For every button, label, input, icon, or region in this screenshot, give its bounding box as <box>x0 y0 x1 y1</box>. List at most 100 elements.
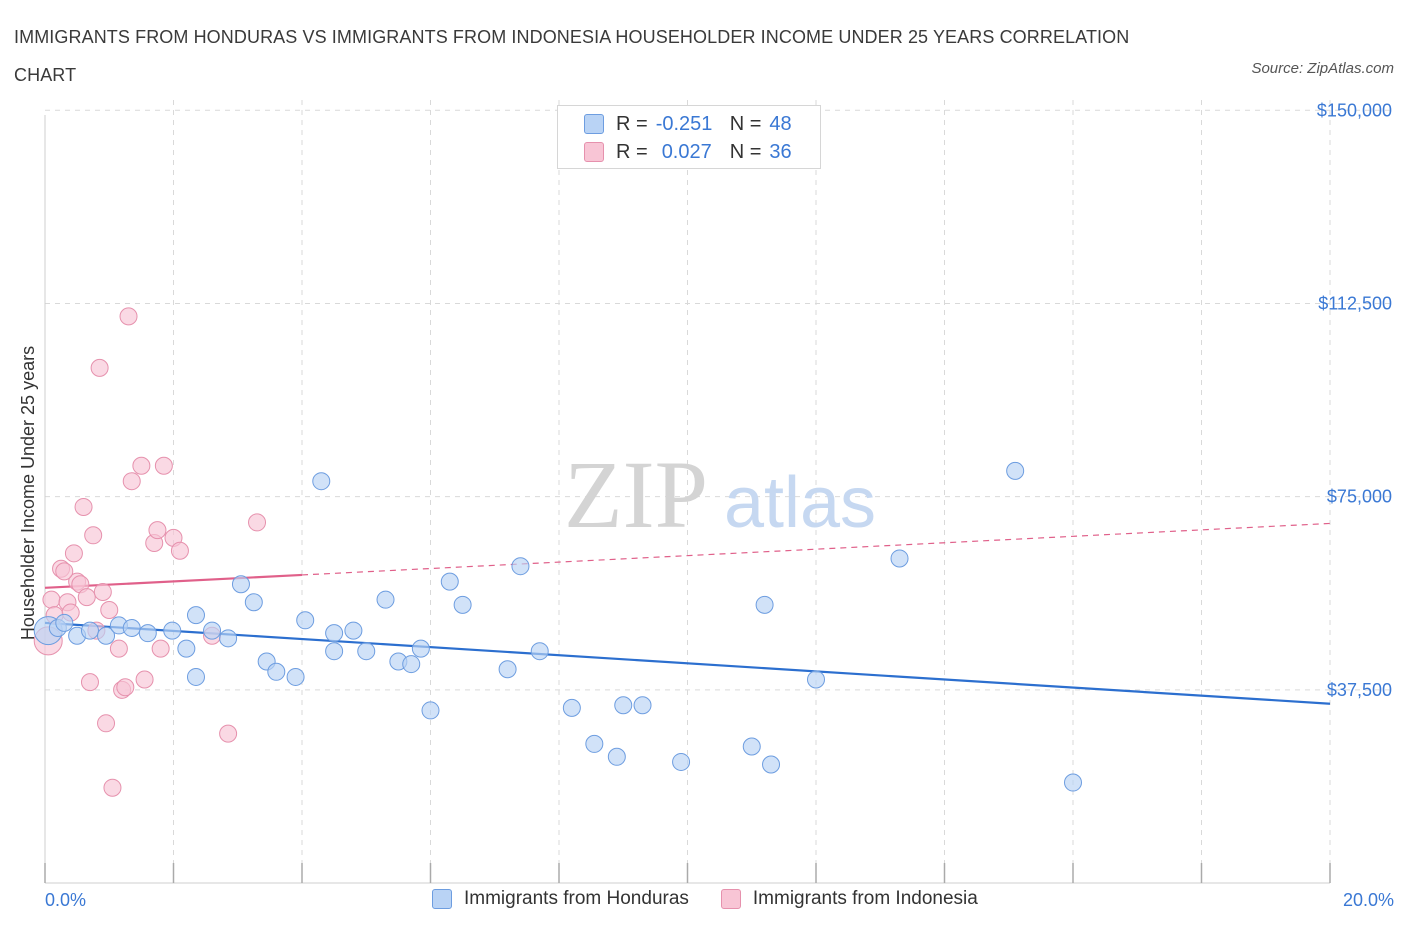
y-tick-label: $150,000 <box>1317 100 1392 120</box>
point-honduras <box>122 619 141 638</box>
point-honduras <box>453 595 472 614</box>
point-honduras <box>344 621 363 640</box>
source-label: Source: ZipAtlas.com <box>1251 60 1394 77</box>
point-indonesia <box>55 562 74 581</box>
legend-n-label: N = <box>729 112 762 135</box>
point-honduras <box>614 696 633 715</box>
point-honduras <box>402 655 421 674</box>
x-tick-label-max: 20.0% <box>1342 890 1394 910</box>
point-honduras <box>203 621 222 640</box>
data-points <box>33 307 1082 797</box>
point-indonesia <box>151 639 170 658</box>
point-honduras <box>312 472 331 491</box>
point-indonesia <box>93 582 112 601</box>
legend-n-value-honduras: 48 <box>769 112 792 135</box>
legend-n-label: N = <box>729 140 762 163</box>
point-honduras <box>742 737 761 756</box>
point-honduras <box>138 624 157 643</box>
series-legend-indonesia: Immigrants from Indonesia <box>720 888 978 910</box>
point-honduras <box>890 549 909 568</box>
point-honduras <box>267 662 286 681</box>
series-legend-label-honduras: Immigrants from Honduras <box>464 888 689 909</box>
series-legend: Immigrants from Honduras Immigrants from… <box>432 888 1010 910</box>
point-indonesia <box>148 521 167 540</box>
point-honduras <box>186 667 205 686</box>
point-indonesia <box>248 513 267 532</box>
legend-swatch-indonesia <box>584 142 604 162</box>
point-indonesia <box>109 639 128 658</box>
point-honduras <box>498 660 517 679</box>
watermark-zip: ZIP <box>564 441 708 548</box>
series-legend-honduras: Immigrants from Honduras <box>432 888 689 910</box>
point-honduras <box>325 624 344 643</box>
point-honduras <box>440 572 459 591</box>
point-honduras <box>219 629 238 648</box>
point-honduras <box>357 642 376 661</box>
series-legend-swatch-indonesia <box>720 889 741 909</box>
point-indonesia <box>97 714 116 733</box>
point-honduras <box>244 593 263 612</box>
point-honduras <box>421 701 440 720</box>
series-legend-label-indonesia: Immigrants from Indonesia <box>752 888 978 909</box>
point-honduras <box>325 642 344 661</box>
watermark-atlas: atlas <box>724 463 876 543</box>
grid-lines <box>45 100 1390 883</box>
point-indonesia <box>119 307 138 326</box>
point-indonesia <box>122 472 141 491</box>
point-indonesia <box>90 358 109 377</box>
point-honduras <box>762 755 781 774</box>
point-honduras <box>376 590 395 609</box>
point-honduras <box>186 606 205 625</box>
point-honduras <box>633 696 652 715</box>
legend-row-honduras: R = -0.251 N = 48 <box>584 110 792 138</box>
point-indonesia <box>154 456 173 475</box>
correlation-legend: R = -0.251 N = 48 R = 0.027 N = 36 <box>557 105 821 169</box>
x-tick-label-min: 0.0% <box>45 890 87 910</box>
point-honduras <box>97 626 116 645</box>
point-indonesia <box>170 541 189 560</box>
point-honduras <box>672 752 691 771</box>
point-honduras <box>231 575 250 594</box>
point-indonesia <box>103 778 122 797</box>
chart-title: IMMIGRANTS FROM HONDURAS VS IMMIGRANTS F… <box>14 27 1130 85</box>
point-honduras <box>807 670 825 689</box>
point-indonesia <box>74 497 93 516</box>
point-honduras <box>80 621 99 640</box>
y-tick-labels: $37,500 $75,000 $112,500 $150,000 <box>1317 100 1392 700</box>
point-honduras <box>55 613 74 632</box>
point-honduras <box>1064 773 1082 792</box>
point-honduras <box>530 642 549 661</box>
legend-n-value-indonesia: 36 <box>769 140 792 163</box>
y-tick-label: $75,000 <box>1327 487 1392 507</box>
point-honduras <box>286 667 305 686</box>
point-honduras <box>296 611 315 630</box>
point-honduras <box>177 639 196 658</box>
point-indonesia <box>77 588 96 607</box>
legend-r-value-honduras: -0.251 <box>655 112 713 135</box>
point-honduras <box>607 747 626 766</box>
point-indonesia <box>219 724 238 743</box>
legend-r-label: R = <box>616 112 648 135</box>
point-indonesia <box>84 526 103 545</box>
axes <box>44 115 1331 884</box>
legend-row-indonesia: R = 0.027 N = 36 <box>584 138 792 166</box>
point-indonesia <box>135 670 154 689</box>
y-axis-label: Householder Income Under 25 years <box>18 346 38 640</box>
point-honduras <box>411 639 430 658</box>
series-legend-swatch-honduras <box>432 889 452 909</box>
legend-r-value-indonesia: 0.027 <box>661 140 712 163</box>
point-honduras <box>585 734 604 753</box>
legend-swatch-honduras <box>584 114 604 134</box>
legend-r-label: R = <box>616 140 648 163</box>
point-indonesia <box>80 673 99 692</box>
trend-line-honduras <box>44 621 1331 705</box>
point-indonesia <box>116 678 135 697</box>
point-indonesia <box>64 544 83 563</box>
point-indonesia <box>100 600 119 619</box>
point-honduras <box>562 698 581 717</box>
point-indonesia <box>132 456 151 475</box>
point-indonesia <box>42 590 61 609</box>
y-tick-label: $112,500 <box>1318 293 1392 313</box>
watermark: ZIP atlas <box>564 441 876 548</box>
